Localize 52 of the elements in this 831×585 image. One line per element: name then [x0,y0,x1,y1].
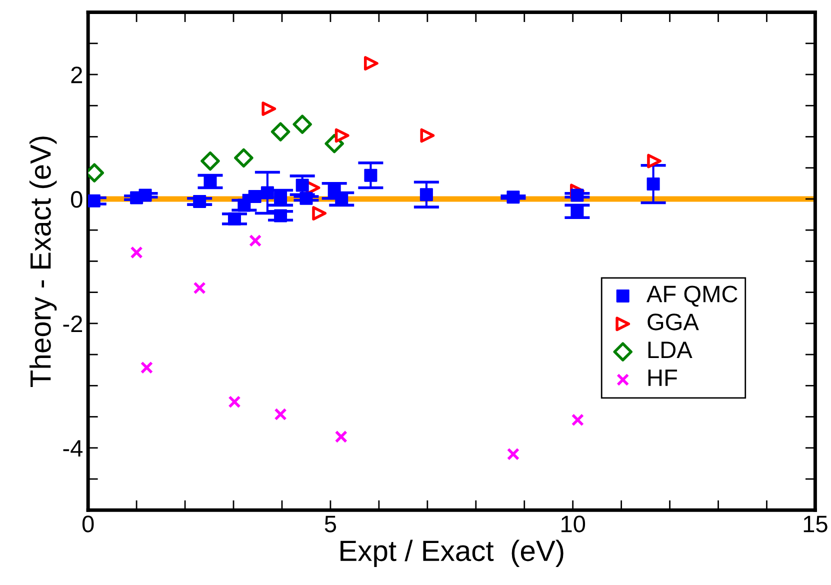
point [300,192,313,205]
y-axis-title: Theory - Exact (eV) [29,136,57,387]
x-tick-label: 15 [804,516,828,532]
point [138,188,152,202]
point [204,175,217,188]
point [270,122,290,142]
point [274,408,287,421]
point [506,448,520,460]
point [248,190,262,203]
legend-label: GGA [648,314,699,330]
legend-label: HF [648,370,677,386]
point [420,188,433,202]
point [274,209,288,222]
point [262,102,276,116]
point [88,194,100,208]
x-axis-title: Expt / Exact (eV) [340,540,564,567]
point [234,148,254,168]
y-tick-label: 2 [71,66,82,84]
point [506,190,520,204]
x-tick-label: 5 [324,516,336,532]
y-tick-label: 0 [71,191,82,208]
point [647,154,662,168]
y-tick-label: -2 [63,316,82,332]
point [570,204,584,218]
point [200,151,220,171]
point [274,191,288,204]
point [420,128,435,143]
point [193,194,206,208]
point [334,430,348,443]
point [312,206,327,220]
point [260,186,274,200]
point [571,414,584,426]
point [335,192,348,206]
point [238,198,251,212]
point [292,114,312,134]
point [228,396,241,408]
point [296,178,309,192]
point [364,168,378,182]
y-tick-label: -4 [63,440,83,456]
point [570,188,584,202]
point [130,246,143,259]
point [140,361,154,374]
legend-label: LDA [648,342,692,358]
legend-label: AF QMC [646,286,738,307]
point [193,282,206,294]
point [364,56,378,71]
point [228,212,241,226]
point [249,234,262,247]
x-tick-label: 10 [562,516,586,532]
point [334,128,350,143]
x-tick-label: 0 [82,516,94,532]
point [646,178,660,191]
